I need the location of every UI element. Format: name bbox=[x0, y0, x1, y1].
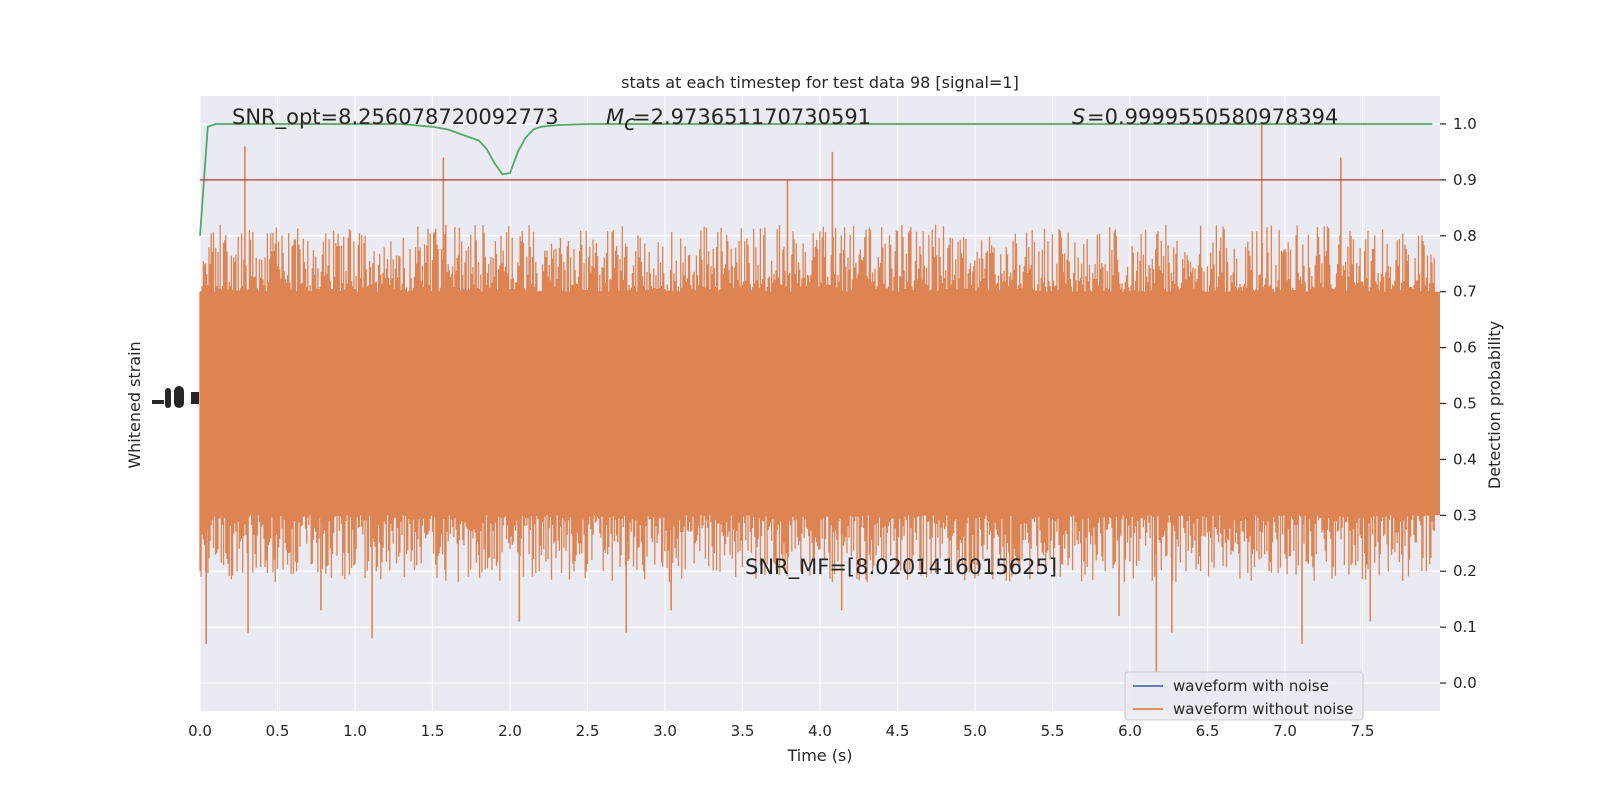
x-tick-label: 4.0 bbox=[808, 722, 832, 740]
chirp-mass-annotation: M c =2.973651170730591 bbox=[606, 105, 871, 135]
left-tick-glyph bbox=[174, 386, 184, 408]
series-waveform-without-noise bbox=[199, 123, 1440, 672]
right-tick-label: 0.4 bbox=[1453, 450, 1477, 468]
x-tick-label: 4.5 bbox=[886, 722, 910, 740]
s-symbol: S bbox=[1072, 105, 1085, 129]
right-tick-label: 0.3 bbox=[1453, 506, 1477, 524]
right-tick-label: 0.0 bbox=[1453, 674, 1477, 692]
right-tick-label: 0.1 bbox=[1453, 618, 1477, 636]
mc-value: =2.973651170730591 bbox=[633, 105, 871, 129]
x-tick-label: 6.5 bbox=[1196, 722, 1220, 740]
x-tick-label: 2.0 bbox=[498, 722, 522, 740]
mc-subscript: c bbox=[624, 111, 636, 135]
series-detection-probability bbox=[199, 123, 1433, 236]
x-tick-label: 7.5 bbox=[1351, 722, 1375, 740]
x-axis-ticks: 0.0 0.5 1.0 1.5 2.0 2.5 3.0 3.5 4.0 4.5 5.0 5.5 6.0 6… bbox=[188, 722, 1374, 740]
right-tick-label: 0.6 bbox=[1453, 339, 1477, 357]
x-tick-label: 7.0 bbox=[1273, 722, 1297, 740]
left-axis-label: Whitened strain bbox=[125, 341, 144, 468]
right-tick-label: 0.7 bbox=[1453, 283, 1477, 301]
left-tick-glyph bbox=[165, 388, 171, 408]
x-tick-label: 1.5 bbox=[421, 722, 445, 740]
right-tick-label: 1.0 bbox=[1453, 115, 1477, 133]
right-axis-label: Detection probability bbox=[1485, 321, 1504, 489]
mc-symbol: M bbox=[606, 105, 624, 129]
right-tick-label: 0.8 bbox=[1453, 227, 1477, 245]
left-axis-tick-labels bbox=[152, 386, 199, 408]
x-tick-label: 1.0 bbox=[343, 722, 367, 740]
s-value: =0.9999550580978394 bbox=[1087, 105, 1338, 129]
legend-box bbox=[1124, 671, 1364, 721]
probability-line bbox=[199, 123, 1433, 236]
chart-title: stats at each timestep for test data 98 … bbox=[621, 73, 1019, 92]
left-tick-glyph bbox=[152, 400, 164, 404]
snr-opt-annotation: SNR_opt=8.256078720092773 bbox=[232, 105, 559, 130]
x-tick-label: 2.5 bbox=[576, 722, 600, 740]
x-axis-label: Time (s) bbox=[786, 746, 852, 765]
x-tick-label: 3.5 bbox=[731, 722, 755, 740]
right-tick-label: 0.9 bbox=[1453, 171, 1477, 189]
snr-mf-annotation: SNR_MF=[8.0201416015625] bbox=[745, 555, 1057, 580]
legend-label-with-noise: waveform with noise bbox=[1173, 677, 1329, 695]
x-tick-label: 5.0 bbox=[963, 722, 987, 740]
stat-s-annotation: S =0.9999550580978394 bbox=[1072, 105, 1338, 129]
x-tick-label: 0.5 bbox=[266, 722, 290, 740]
left-tick-glyph bbox=[191, 392, 199, 404]
right-axis-ticks: 0.0 0.1 0.2 0.3 0.4 0.5 0.6 0.7 0.8 0.9 1.0 bbox=[1440, 115, 1477, 692]
x-tick-label: 6.0 bbox=[1118, 722, 1142, 740]
legend: waveform with noise waveform without noi… bbox=[1124, 671, 1364, 721]
noise-trace bbox=[199, 224, 1435, 583]
legend-label-without-noise: waveform without noise bbox=[1173, 700, 1353, 718]
right-tick-label: 0.2 bbox=[1453, 562, 1477, 580]
right-tick-label: 0.5 bbox=[1453, 395, 1477, 413]
x-tick-label: 3.0 bbox=[653, 722, 677, 740]
x-tick-label: 0.0 bbox=[188, 722, 212, 740]
x-tick-label: 5.5 bbox=[1041, 722, 1065, 740]
